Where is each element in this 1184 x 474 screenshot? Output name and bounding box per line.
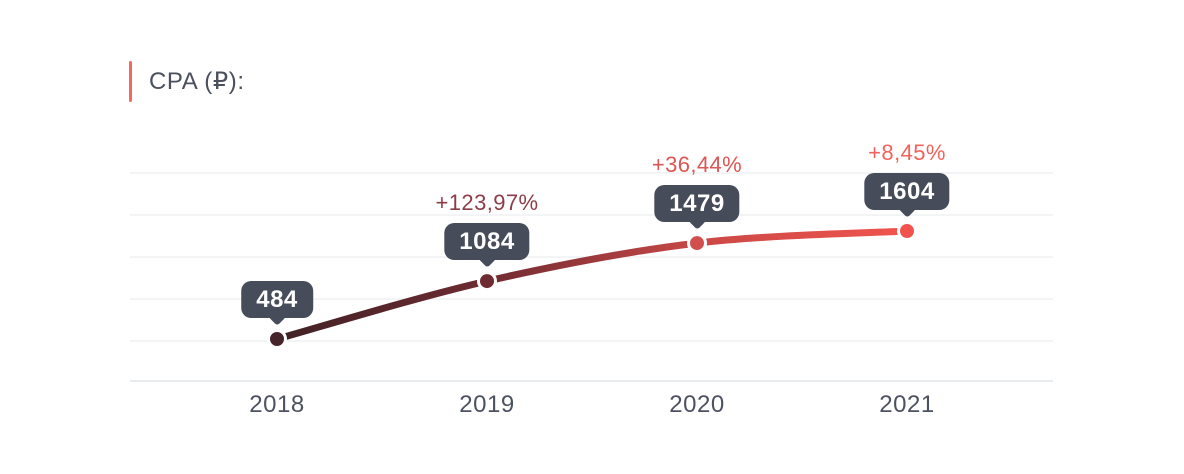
x-axis-label: 2020 xyxy=(669,391,725,418)
value-badge: 484 xyxy=(241,281,313,318)
trend-line xyxy=(273,227,911,343)
data-point-dot xyxy=(687,233,707,254)
chart-title: CPA (₽): xyxy=(149,68,245,95)
percent-change-label: +123,97% xyxy=(435,190,539,215)
percent-change-label: +8,45% xyxy=(868,140,946,165)
data-point-dot xyxy=(267,329,287,349)
x-axis-label: 2019 xyxy=(459,391,515,418)
data-point-dot xyxy=(477,271,497,292)
chart-header: CPA (₽): xyxy=(129,61,245,102)
x-axis-label: 2018 xyxy=(249,391,305,418)
x-axis-label: 2021 xyxy=(879,391,935,418)
title-accent-bar xyxy=(129,61,132,102)
data-point-dot xyxy=(897,221,917,241)
value-badge: 1604 xyxy=(864,173,950,210)
value-badge: 1479 xyxy=(654,185,740,222)
value-badge: 1084 xyxy=(444,223,530,260)
percent-change-label: +36,44% xyxy=(651,152,743,177)
